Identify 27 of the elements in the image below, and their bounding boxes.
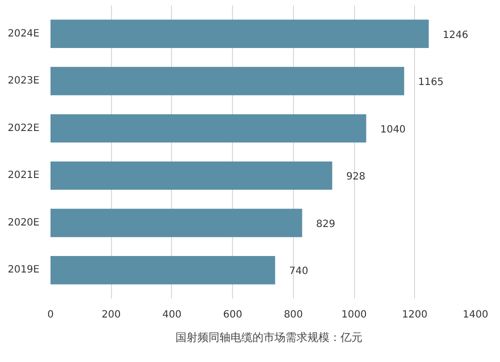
x-tick-label: 800 bbox=[284, 310, 303, 320]
bar bbox=[50, 20, 429, 48]
x-tick-label: 0 bbox=[47, 310, 54, 320]
data-label: 829 bbox=[316, 218, 336, 230]
bar bbox=[50, 161, 332, 190]
y-tick-label: 2022E bbox=[8, 122, 40, 134]
x-tick-label: 1000 bbox=[341, 310, 367, 320]
x-tick-label: 1400 bbox=[462, 310, 488, 320]
data-label: 740 bbox=[289, 266, 308, 278]
y-tick-label: 2024E bbox=[8, 28, 40, 40]
data-label: 1246 bbox=[442, 30, 468, 41]
x-tick-label: 400 bbox=[162, 310, 182, 320]
x-tick-label: 200 bbox=[102, 310, 121, 320]
bar bbox=[50, 66, 404, 96]
bar bbox=[50, 114, 366, 143]
y-tick-label: 2021E bbox=[8, 170, 40, 182]
data-label: 928 bbox=[346, 172, 366, 183]
y-tick-label: 2019E bbox=[8, 264, 40, 276]
x-tick-label: 600 bbox=[223, 310, 242, 320]
bar bbox=[50, 208, 302, 238]
x-tick-label: 1200 bbox=[402, 310, 428, 320]
text: 国射频同轴电缆的市场需求规模：亿元 bbox=[176, 330, 362, 345]
y-tick-label: 2020E bbox=[8, 217, 40, 228]
bar bbox=[50, 256, 276, 284]
y-tick-label: 2023E bbox=[8, 76, 40, 87]
data-label: 1165 bbox=[418, 77, 444, 88]
data-label: 1040 bbox=[380, 124, 406, 136]
